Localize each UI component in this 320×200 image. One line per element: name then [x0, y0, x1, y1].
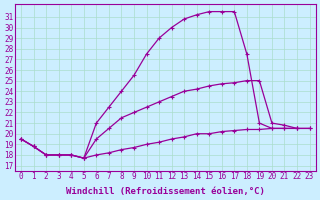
X-axis label: Windchill (Refroidissement éolien,°C): Windchill (Refroidissement éolien,°C): [66, 187, 265, 196]
